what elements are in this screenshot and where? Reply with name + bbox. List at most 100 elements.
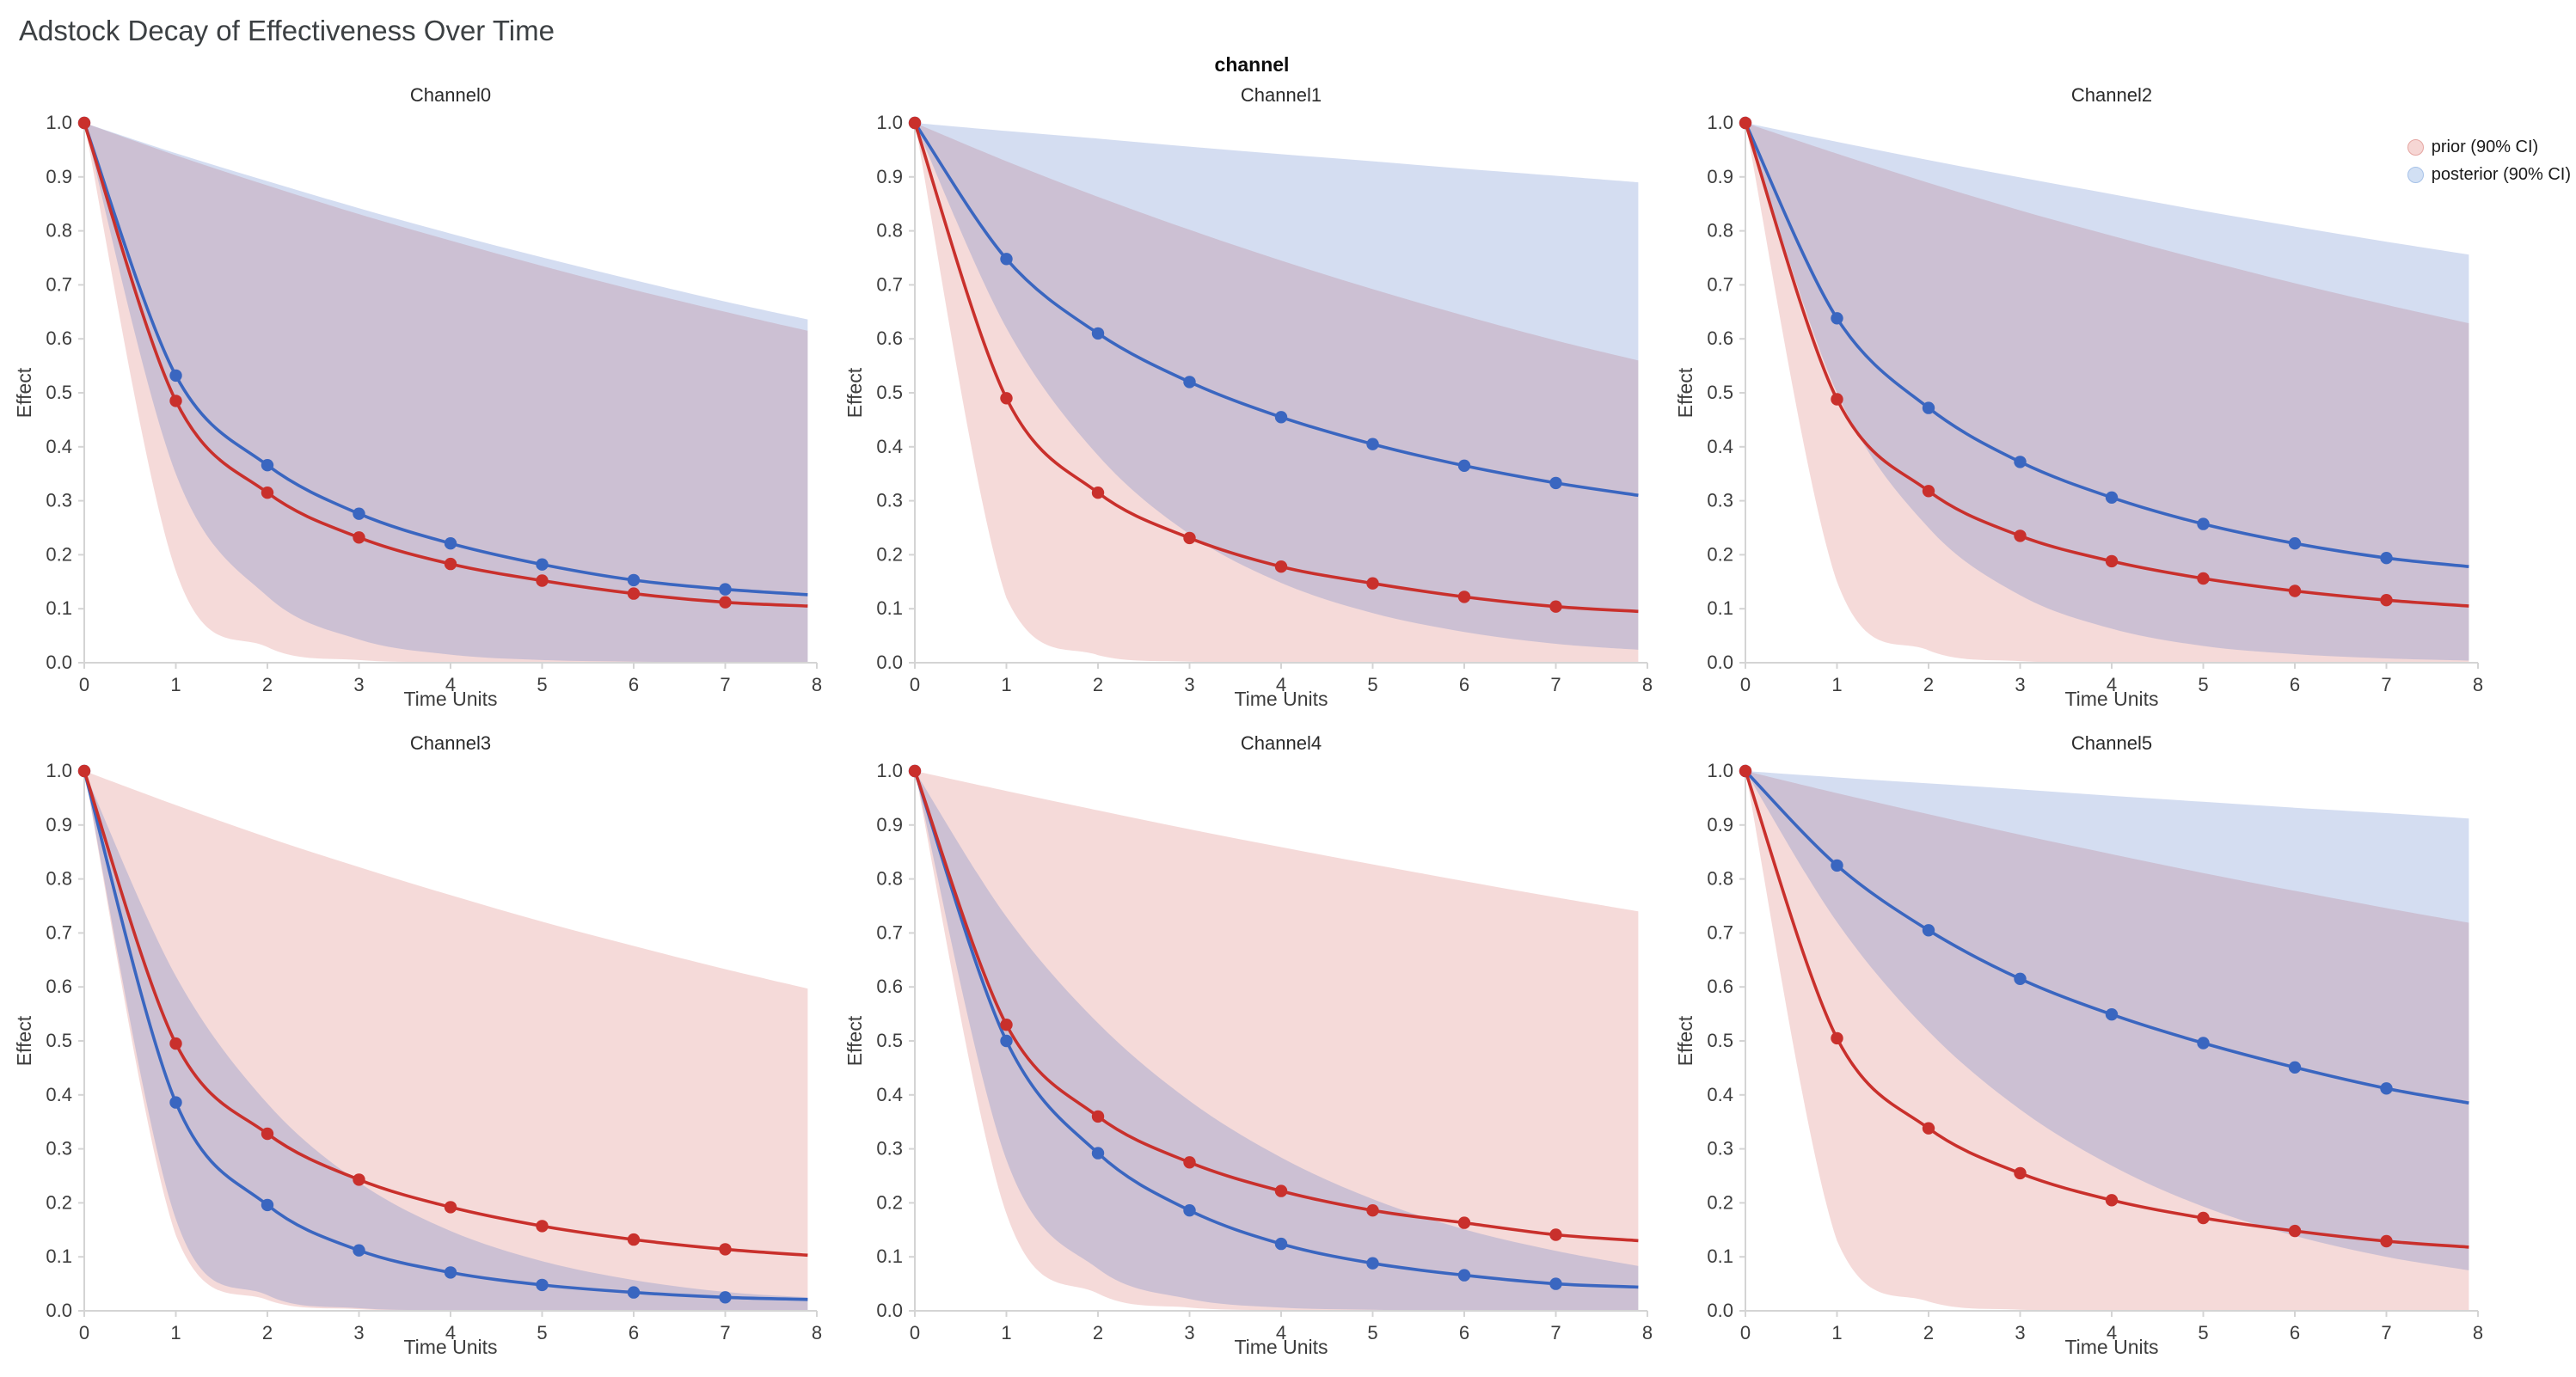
data-point bbox=[1922, 1122, 1935, 1135]
svg-text:4: 4 bbox=[445, 674, 456, 695]
data-point bbox=[1457, 459, 1471, 472]
data-point bbox=[1183, 1204, 1196, 1217]
y-axis-title: Effect bbox=[13, 367, 35, 418]
svg-text:0.6: 0.6 bbox=[876, 327, 903, 349]
svg-text:1.0: 1.0 bbox=[46, 760, 72, 781]
prior-band bbox=[84, 771, 808, 1311]
legend-label: prior (90% CI) bbox=[2431, 138, 2539, 156]
prior-line bbox=[908, 116, 1639, 614]
posterior-ci-marker-icon bbox=[2407, 167, 2424, 183]
svg-text:0.1: 0.1 bbox=[1707, 597, 1733, 619]
svg-text:2: 2 bbox=[1923, 674, 1934, 695]
svg-text:0.6: 0.6 bbox=[46, 327, 72, 349]
data-point bbox=[77, 764, 91, 778]
posterior-band bbox=[915, 123, 1639, 650]
svg-text:0.4: 0.4 bbox=[46, 436, 72, 457]
svg-text:1.0: 1.0 bbox=[876, 112, 903, 133]
svg-text:1.0: 1.0 bbox=[1707, 112, 1733, 133]
data-point bbox=[169, 1037, 182, 1050]
subplot-title: Channel5 bbox=[2070, 732, 2153, 754]
y-axis: 0.0 0.1 0.2 0.3 0.4 0.5 0.6 0.7 0.8 0.9 1.0 Effect bbox=[13, 112, 85, 673]
svg-text:8: 8 bbox=[812, 674, 822, 695]
data-point bbox=[1549, 1228, 1562, 1241]
svg-text:2: 2 bbox=[1093, 1322, 1103, 1343]
y-axis: 0.0 0.1 0.2 0.3 0.4 0.5 0.6 0.7 0.8 0.9 1.0 Effect bbox=[1674, 112, 1746, 673]
chart-grid: Channel0 0.0 0.1 0.2 0.3 0.4 0.5 0.6 0.7 0.8 0.9 1.… bbox=[0, 83, 2576, 1357]
svg-text:0.6: 0.6 bbox=[46, 976, 72, 997]
data-point bbox=[2105, 1008, 2119, 1021]
svg-text:3: 3 bbox=[353, 674, 364, 695]
data-point bbox=[627, 587, 641, 600]
data-point bbox=[2014, 972, 2027, 985]
data-point bbox=[1000, 1034, 1013, 1048]
svg-text:6: 6 bbox=[629, 674, 639, 695]
data-point bbox=[353, 507, 365, 520]
data-point bbox=[261, 1198, 274, 1212]
x-axis: 0 1 2 3 4 5 6 7 8 Time Units bbox=[1740, 662, 2483, 709]
svg-text:1: 1 bbox=[1001, 674, 1011, 695]
svg-text:5: 5 bbox=[1367, 1322, 1377, 1343]
data-point bbox=[1091, 327, 1105, 340]
data-point bbox=[1457, 1216, 1471, 1229]
data-point bbox=[1183, 531, 1196, 545]
data-point bbox=[627, 1233, 641, 1246]
svg-text:0.2: 0.2 bbox=[46, 543, 72, 565]
prior-band bbox=[1745, 771, 2469, 1311]
svg-text:1.0: 1.0 bbox=[876, 760, 903, 781]
svg-text:0: 0 bbox=[79, 674, 89, 695]
y-axis: 0.0 0.1 0.2 0.3 0.4 0.5 0.6 0.7 0.8 0.9 1.0 Effect bbox=[13, 760, 85, 1321]
data-point bbox=[2014, 529, 2027, 542]
legend-item-posterior[interactable]: posterior (90% CI) bbox=[2407, 165, 2571, 185]
plot-area-channel3: 0.00.10.20.30.40.50.60.70.80.91.0Effect0… bbox=[13, 760, 822, 1357]
data-point bbox=[1549, 476, 1562, 490]
plot-area-channel4: 0.00.10.20.30.40.50.60.70.80.91.0Effect0… bbox=[843, 760, 1653, 1357]
data-point bbox=[1091, 1110, 1105, 1123]
data-point bbox=[1739, 116, 1752, 130]
svg-text:0.7: 0.7 bbox=[46, 273, 72, 295]
data-point bbox=[1831, 859, 1843, 872]
svg-text:0.5: 0.5 bbox=[1707, 1030, 1733, 1051]
svg-text:5: 5 bbox=[537, 1322, 547, 1343]
svg-text:6: 6 bbox=[629, 1322, 639, 1343]
svg-text:7: 7 bbox=[1550, 674, 1561, 695]
prior-band bbox=[84, 123, 808, 663]
svg-text:0.9: 0.9 bbox=[876, 166, 903, 187]
data-point bbox=[1831, 1031, 1843, 1045]
prior-line bbox=[1739, 116, 2469, 608]
data-point bbox=[2288, 1224, 2302, 1238]
data-point bbox=[2197, 517, 2210, 530]
subplot-channel4: Channel4 0.0 0.1 0.2 0.3 0.4 0.5 0.6 0.7 0.8 0.9 1.… bbox=[843, 731, 1673, 1357]
legend-label: posterior (90% CI) bbox=[2431, 165, 2571, 184]
data-point bbox=[1091, 1147, 1105, 1160]
svg-text:5: 5 bbox=[2198, 674, 2208, 695]
data-point bbox=[719, 596, 732, 609]
svg-text:6: 6 bbox=[1459, 1322, 1469, 1343]
svg-text:0.6: 0.6 bbox=[876, 976, 903, 997]
plot-area-channel0: 0.00.10.20.30.40.50.60.70.80.91.0Effect0… bbox=[13, 112, 822, 709]
svg-text:0.1: 0.1 bbox=[1707, 1245, 1733, 1267]
data-point bbox=[444, 1266, 457, 1279]
svg-text:8: 8 bbox=[812, 1322, 822, 1343]
svg-text:3: 3 bbox=[353, 1322, 364, 1343]
data-point bbox=[627, 573, 641, 587]
svg-text:1: 1 bbox=[1001, 1322, 1011, 1343]
svg-text:7: 7 bbox=[720, 674, 730, 695]
svg-text:0.1: 0.1 bbox=[46, 597, 72, 619]
svg-text:2: 2 bbox=[1093, 674, 1103, 695]
y-axis-title: Effect bbox=[843, 367, 866, 418]
legend: prior (90% CI) posterior (90% CI) bbox=[2407, 138, 2571, 185]
svg-text:0.2: 0.2 bbox=[46, 1191, 72, 1213]
svg-text:0.8: 0.8 bbox=[876, 868, 903, 890]
svg-text:4: 4 bbox=[2107, 674, 2117, 695]
svg-text:7: 7 bbox=[2381, 674, 2391, 695]
posterior-line bbox=[77, 764, 808, 1304]
data-point bbox=[2380, 1082, 2393, 1095]
data-point bbox=[353, 1173, 365, 1186]
data-point bbox=[1274, 411, 1288, 424]
svg-text:0.5: 0.5 bbox=[46, 1030, 72, 1051]
svg-text:0.4: 0.4 bbox=[1707, 436, 1733, 457]
svg-text:0.5: 0.5 bbox=[876, 382, 903, 403]
legend-item-prior[interactable]: prior (90% CI) bbox=[2407, 138, 2571, 157]
y-axis: 0.0 0.1 0.2 0.3 0.4 0.5 0.6 0.7 0.8 0.9 1.0 Effect bbox=[843, 112, 916, 673]
svg-text:3: 3 bbox=[1184, 674, 1194, 695]
